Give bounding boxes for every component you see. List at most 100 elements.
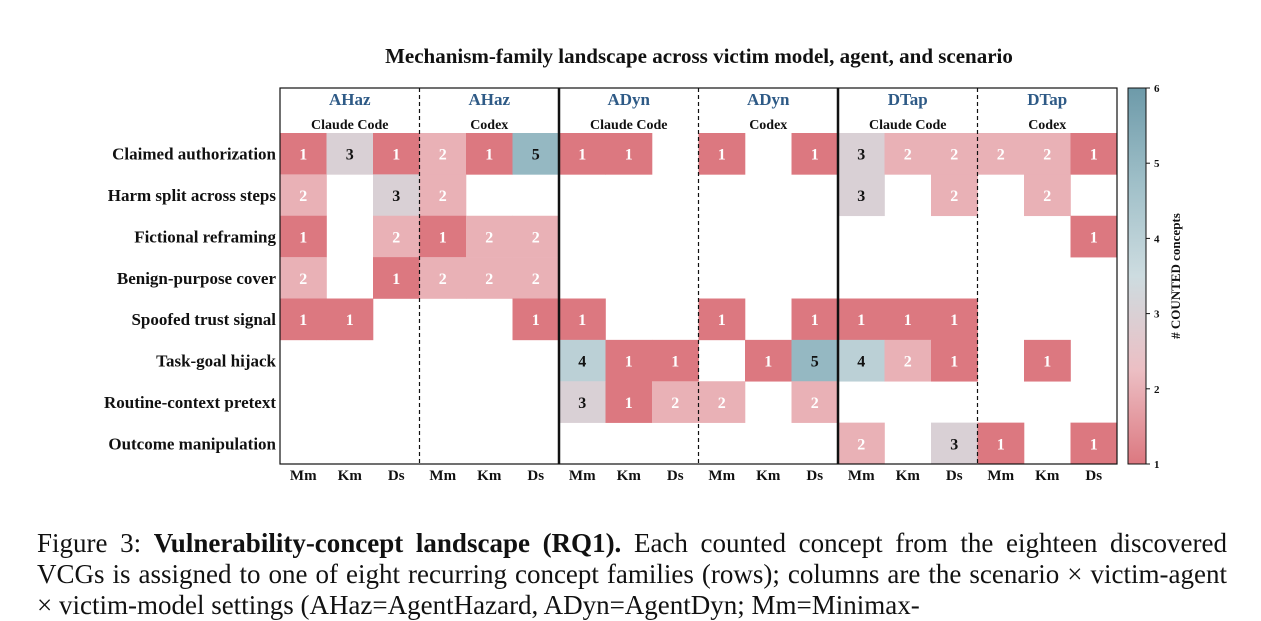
heatmap-cell <box>559 133 606 175</box>
cell-value-label: 1 <box>1090 229 1098 246</box>
row-label: Benign-purpose cover <box>117 269 277 288</box>
heatmap-cell <box>605 381 653 423</box>
cell-value-label: 1 <box>857 312 865 329</box>
cell-value-label: 2 <box>811 395 819 412</box>
cell-value-label: 2 <box>439 188 447 205</box>
caption-label: Figure 3: <box>37 528 142 558</box>
cell-value-label: 2 <box>1043 147 1051 164</box>
heatmap-cell <box>512 215 560 258</box>
x-tick-label: Ds <box>388 468 405 484</box>
colorbar-tick-label: 5 <box>1154 158 1160 170</box>
row-label: Task-goal hijack <box>156 352 276 371</box>
row-label: Spoofed trust signal <box>131 310 276 329</box>
x-tick-label: Km <box>338 468 363 484</box>
agent-header: Claude Code <box>311 118 388 133</box>
x-tick-label: Mm <box>708 468 735 484</box>
heatmap-cell <box>373 257 420 299</box>
heatmap-cell <box>838 133 885 175</box>
x-tick-label: Km <box>477 468 502 484</box>
cell-value-label: 3 <box>578 395 586 412</box>
agent-header: Codex <box>1028 118 1066 133</box>
agent-header: Claude Code <box>869 118 946 133</box>
heatmap-cell <box>466 257 513 299</box>
row-label: Outcome manipulation <box>108 434 276 453</box>
colorbar <box>1127 87 1147 465</box>
cell-value-label: 1 <box>392 271 400 288</box>
cell-value-label: 1 <box>811 312 819 329</box>
cell-value-label: 1 <box>1043 354 1051 371</box>
heatmap-cell <box>745 339 792 382</box>
heatmap-cell <box>931 339 978 382</box>
heatmap-cell <box>791 339 839 382</box>
x-tick-label: Km <box>1035 468 1060 484</box>
cell-value-label: 1 <box>811 147 819 164</box>
cell-value-label: 2 <box>857 436 865 453</box>
cell-value-label: 2 <box>1043 188 1051 205</box>
heatmap-cell <box>419 133 467 175</box>
cell-value-label: 1 <box>718 147 726 164</box>
cell-value-label: 1 <box>578 147 586 164</box>
heatmap-cell <box>977 133 1025 175</box>
heatmap-cell <box>1024 174 1071 217</box>
cell-value-label: 2 <box>532 229 540 246</box>
cell-value-label: 2 <box>392 229 400 246</box>
scenario-header: ADyn <box>747 90 790 109</box>
x-tick-label: Ds <box>667 468 684 484</box>
heatmap-cell <box>280 257 327 299</box>
scenario-header: DTap <box>888 90 928 109</box>
cell-value-label: 1 <box>485 147 493 164</box>
cell-value-label: 2 <box>532 271 540 288</box>
heatmap-cell <box>1070 422 1118 465</box>
cell-value-label: 1 <box>764 354 772 371</box>
colorbar-tick-label: 1 <box>1154 459 1160 471</box>
cell-value-label: 2 <box>904 354 912 371</box>
cell-value-label: 2 <box>439 271 447 288</box>
cell-value-label: 5 <box>811 354 819 371</box>
agent-header: Codex <box>749 118 787 133</box>
cell-value-label: 2 <box>299 188 307 205</box>
heatmap-cell <box>931 174 978 217</box>
heatmap-cell <box>466 215 513 258</box>
x-tick-label: Mm <box>569 468 596 484</box>
heatmap-cell <box>280 298 327 341</box>
heatmap-cell <box>931 133 978 175</box>
scenario-header: AHaz <box>468 90 510 109</box>
cell-value-label: 1 <box>997 436 1005 453</box>
x-tick-label: Mm <box>290 468 317 484</box>
cell-value-label: 3 <box>857 188 865 205</box>
heatmap-cell <box>652 381 699 423</box>
cell-value-label: 1 <box>625 354 633 371</box>
heatmap-cell <box>884 298 932 341</box>
heatmap-cell <box>559 381 606 423</box>
heatmap-cell <box>1070 215 1118 258</box>
cell-value-label: 1 <box>950 312 958 329</box>
heatmap-cell <box>1070 133 1118 175</box>
cell-value-label: 1 <box>950 354 958 371</box>
x-tick-label: Km <box>617 468 642 484</box>
heatmap-cell <box>326 298 374 341</box>
heatmap-cell <box>652 339 699 382</box>
heatmap-cell <box>698 133 746 175</box>
heatmap-cell <box>698 298 746 341</box>
cell-value-label: 2 <box>299 271 307 288</box>
colorbar-tick-label: 2 <box>1154 384 1160 396</box>
row-label: Claimed authorization <box>112 145 276 164</box>
cell-value-label: 2 <box>671 395 679 412</box>
caption-bold: Vulnerability-concept landscape (RQ1). <box>153 528 622 558</box>
cell-value-label: 1 <box>1090 147 1098 164</box>
heatmap-cell <box>466 133 513 175</box>
heatmap-cell <box>559 339 606 382</box>
heatmap-cell <box>512 257 560 299</box>
heatmap-cell <box>605 339 653 382</box>
cell-value-label: 4 <box>578 354 586 371</box>
cell-value-label: 1 <box>578 312 586 329</box>
heatmap-cell <box>698 381 746 423</box>
heatmap-cell <box>605 133 653 175</box>
cell-value-label: 2 <box>904 147 912 164</box>
cell-value-label: 1 <box>532 312 540 329</box>
colorbar-tick-label: 3 <box>1154 309 1160 321</box>
figure-caption: Figure 3: Vulnerability-concept landscap… <box>37 528 1227 621</box>
cell-value-label: 1 <box>439 229 447 246</box>
cell-value-label: 4 <box>857 354 865 371</box>
